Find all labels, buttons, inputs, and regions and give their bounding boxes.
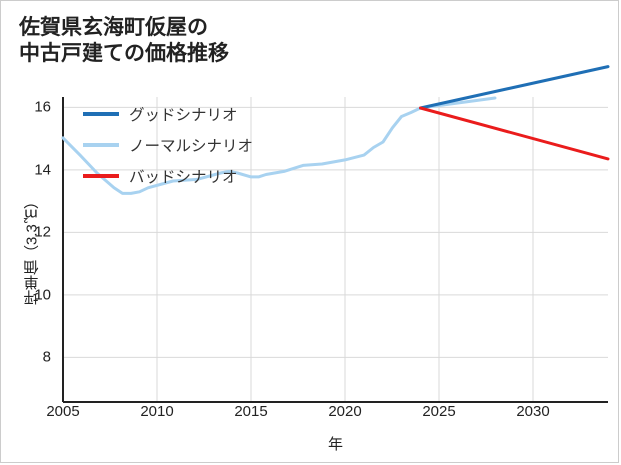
- x-tick-2020: 2020: [328, 403, 361, 420]
- y-tick-8: 8: [13, 349, 51, 366]
- x-tick-2030: 2030: [516, 403, 549, 420]
- y-tick-12: 12: [13, 224, 51, 241]
- legend-label-normal: ノーマルシナリオ: [129, 134, 253, 156]
- legend-item-good[interactable]: グッドシナリオ: [83, 103, 253, 125]
- x-tick-2015: 2015: [234, 403, 267, 420]
- legend-swatch-good: [83, 112, 119, 116]
- good-scenario-line: [421, 67, 609, 108]
- y-tick-14: 14: [13, 161, 51, 178]
- x-tick-2025: 2025: [422, 403, 455, 420]
- legend-item-normal[interactable]: ノーマルシナリオ: [83, 134, 253, 156]
- y-tick-16: 16: [13, 99, 51, 116]
- x-axis-label: 年: [63, 433, 608, 454]
- chart-legend: グッドシナリオ ノーマルシナリオ バッドシナリオ: [83, 103, 253, 196]
- legend-label-good: グッドシナリオ: [129, 103, 238, 125]
- y-tick-10: 10: [13, 286, 51, 303]
- legend-label-bad: バッドシナリオ: [129, 165, 238, 187]
- chart-window: 佐賀県玄海町仮屋の 中古戸建ての価格推移 坪単価（3.3㎡）: [0, 0, 619, 463]
- chart-title: 佐賀県玄海町仮屋の 中古戸建ての価格推移: [19, 15, 229, 68]
- bad-scenario-line: [421, 108, 609, 159]
- plot-area: 16 14 12 10 8 2005 2010 2015 2020 2025 2…: [63, 97, 608, 402]
- x-tick-2010: 2010: [140, 403, 173, 420]
- legend-swatch-bad: [83, 174, 119, 178]
- x-tick-2005: 2005: [46, 403, 79, 420]
- legend-item-bad[interactable]: バッドシナリオ: [83, 165, 253, 187]
- legend-swatch-normal: [83, 143, 119, 147]
